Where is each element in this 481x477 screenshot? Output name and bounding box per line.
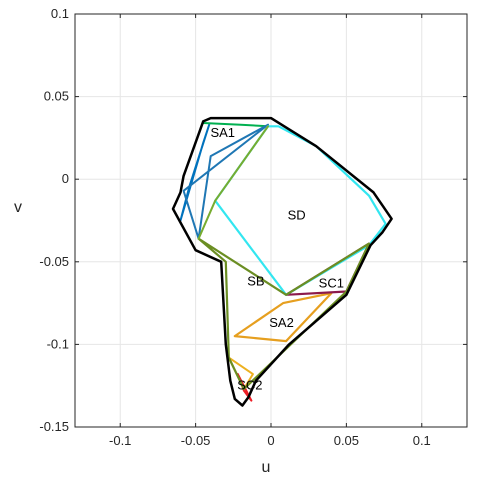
series-line-10 [171,116,393,407]
x-tick-label: -0.05 [181,433,211,448]
y-tick-label: -0.05 [39,254,69,269]
x-tick-label: -0.1 [109,433,131,448]
region-label: SD [288,208,306,223]
x-tick-label: 0 [267,433,274,448]
y-axis-label: v [14,199,22,216]
series-line-7 [214,125,387,296]
y-tick-label: -0.15 [39,419,69,434]
x-tick-label: 0.1 [413,433,431,448]
series-line-2 [202,122,269,128]
y-tick-label: 0.1 [51,6,69,21]
region-label: SC1 [319,275,344,290]
annotations: SA1 SD SB SC1 SA2 SC2 [210,125,343,393]
y-tick-label: -0.1 [47,336,69,351]
region-label: SA2 [269,315,294,330]
series-line-3 [182,123,269,240]
y-tick-label: 0.05 [44,89,69,104]
ticks: -0.1 -0.05 0 0.05 0.1 -0.15 -0.1 -0.05 0 0.05 0.1 [39,6,467,448]
series-line-9 [197,125,269,240]
region-label: SC2 [237,378,262,393]
x-axis-label: u [262,459,271,476]
region-label: SA1 [210,125,235,140]
y-tick-label: 0 [62,171,69,186]
x-tick-label: 0.05 [334,433,359,448]
region-label: SB [247,274,264,289]
series-layer [171,116,393,407]
